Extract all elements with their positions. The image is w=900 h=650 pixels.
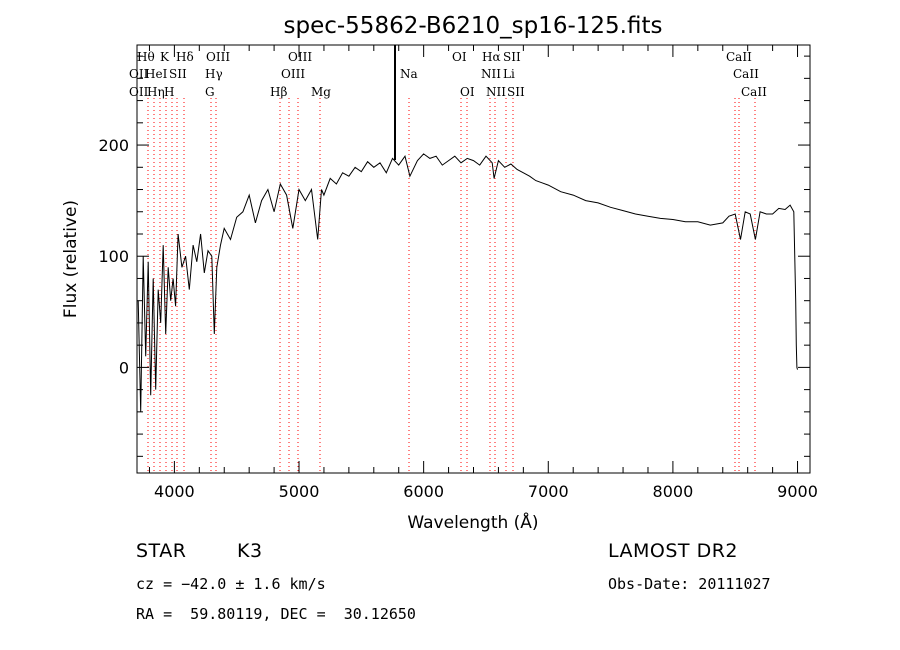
marker-label-r1-1: K [160, 50, 170, 64]
object-subclass: K3 [237, 540, 263, 562]
marker-label-r3-8: SII [507, 85, 525, 99]
marker-label-r2-3: Hγ [205, 67, 223, 81]
redshift-readout: cz = −42.0 ± 1.6 km/s [136, 575, 326, 593]
marker-label-r3-6: OI [460, 85, 475, 99]
marker-label-r1-3: OIII [206, 50, 230, 64]
marker-label-r1-6: Hα [482, 50, 501, 64]
marker-label-r2-1: HeI [145, 67, 168, 81]
marker-label-r2-8: CaII [733, 67, 759, 81]
y-tick-label: 200 [98, 136, 129, 155]
marker-label-r2-5: Na [400, 67, 418, 81]
chart-title: spec-55862-B6210_sp16-125.fits [284, 13, 663, 39]
x-tick-label: 7000 [528, 482, 569, 501]
marker-label-r1-7: SII [503, 50, 521, 64]
y-tick-label: 0 [119, 358, 129, 377]
marker-label-r3-7: NII [486, 85, 506, 99]
coordinates-readout: RA = 59.80119, DEC = 30.12650 [136, 605, 416, 623]
marker-label-r3-1: Hη [147, 85, 165, 99]
spectrum-series-line [137, 153, 798, 412]
x-tick-label: 4000 [154, 482, 195, 501]
marker-label-r2-4: OIII [281, 67, 305, 81]
x-axis-label: Wavelength (Å) [407, 511, 538, 533]
x-axis-ticks: 4000 5000 6000 7000 8000 9000 [148, 45, 818, 501]
survey-name: LAMOST DR2 [608, 540, 738, 562]
marker-label-r3-4: Hβ [270, 85, 287, 99]
marker-label-r2-0: OII [129, 67, 149, 81]
x-tick-label: 5000 [279, 482, 320, 501]
marker-label-r1-2: Hδ [176, 50, 194, 64]
marker-label-r1-8: CaII [726, 50, 752, 64]
spectral-line-markers [147, 98, 756, 473]
y-axis-ticks: 0 100 200 [98, 55, 810, 457]
x-tick-label: 6000 [403, 482, 444, 501]
marker-label-r3-3: G [205, 85, 215, 99]
marker-label-r3-0: OII [129, 85, 149, 99]
y-tick-label: 100 [98, 247, 129, 266]
plot-frame [136, 44, 811, 474]
marker-label-r1-0: Hθ [137, 50, 155, 64]
x-tick-label: 8000 [653, 482, 694, 501]
y-axis-label: Flux (relative) [61, 200, 81, 318]
object-type: STAR [136, 540, 187, 562]
marker-label-r3-2: H [164, 85, 174, 99]
marker-label-r1-4: OIII [288, 50, 312, 64]
marker-label-r2-2: SII [169, 67, 187, 81]
x-tick-label: 9000 [777, 482, 818, 501]
marker-label-r2-7: Li [503, 67, 515, 81]
marker-label-r1-5: OI [452, 50, 467, 64]
marker-label-r2-6: NII [481, 67, 501, 81]
observation-date: Obs-Date: 20111027 [608, 575, 771, 593]
marker-label-r3-9: CaII [741, 85, 767, 99]
marker-label-r3-5: Mg [311, 85, 331, 99]
